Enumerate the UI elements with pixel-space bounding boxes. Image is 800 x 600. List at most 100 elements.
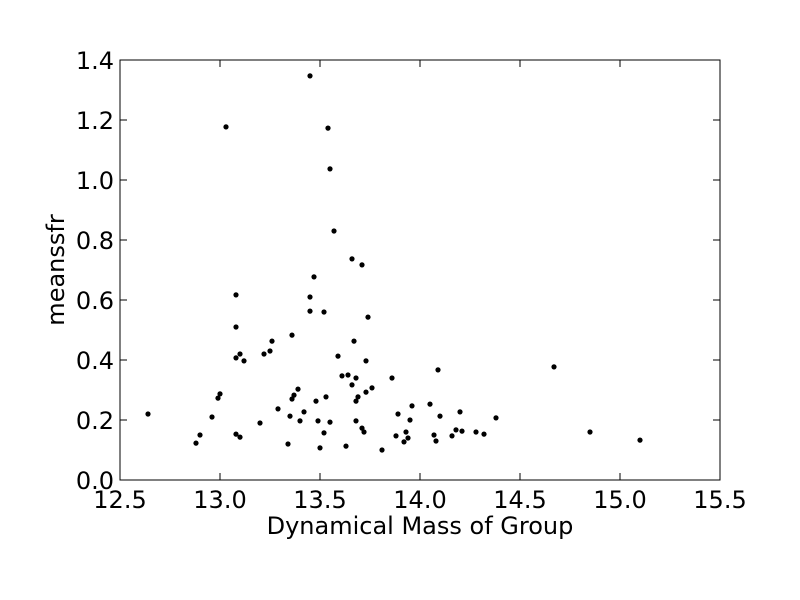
- data-point-37: [325, 125, 331, 131]
- data-point-72: [437, 413, 443, 419]
- data-point-63: [401, 439, 407, 445]
- data-point-57: [365, 314, 371, 320]
- data-point-70: [433, 438, 439, 444]
- data-point-38: [327, 166, 333, 172]
- data-point-19: [285, 441, 291, 447]
- data-point-2: [197, 432, 203, 438]
- x-tick-label: 13.0: [193, 486, 246, 514]
- x-tick-label: 14.5: [493, 486, 546, 514]
- y-tick-label: 1.2: [76, 107, 114, 135]
- data-point-65: [405, 435, 411, 441]
- x-axis-title: Dynamical Mass of Group: [267, 512, 574, 540]
- data-point-80: [551, 364, 557, 370]
- plot-area: [120, 60, 720, 480]
- data-point-52: [359, 262, 365, 268]
- data-point-30: [311, 274, 317, 280]
- y-tick-label: 0.8: [76, 227, 114, 255]
- data-point-27: [307, 73, 313, 79]
- data-point-34: [321, 430, 327, 436]
- data-point-64: [403, 429, 409, 435]
- data-point-4: [215, 395, 221, 401]
- data-point-54: [361, 429, 367, 435]
- data-point-56: [363, 358, 369, 364]
- data-point-8: [233, 324, 239, 330]
- data-point-66: [407, 417, 413, 423]
- data-points: [145, 73, 643, 453]
- data-point-48: [353, 398, 359, 404]
- data-point-59: [379, 447, 385, 453]
- x-tick-labels: 12.5 13.0 13.5 14.0 14.5 15.0 15.5: [93, 486, 746, 514]
- data-point-73: [449, 433, 455, 439]
- data-point-29: [307, 308, 313, 314]
- x-tick-label: 15.0: [593, 486, 646, 514]
- data-point-11: [237, 434, 243, 440]
- data-point-69: [431, 432, 437, 438]
- data-point-58: [369, 385, 375, 391]
- data-point-6: [223, 124, 229, 130]
- data-point-35: [321, 309, 327, 315]
- data-point-21: [289, 332, 295, 338]
- data-point-36: [323, 394, 329, 400]
- data-point-67: [409, 403, 415, 409]
- data-point-50: [353, 375, 359, 381]
- data-point-14: [257, 420, 263, 426]
- data-point-10: [233, 431, 239, 437]
- data-point-44: [345, 372, 351, 378]
- data-point-45: [349, 256, 355, 262]
- x-tick-label: 12.5: [93, 486, 146, 514]
- data-point-7: [233, 292, 239, 298]
- data-point-20: [287, 413, 293, 419]
- data-point-47: [351, 338, 357, 344]
- data-point-24: [295, 386, 301, 392]
- data-point-15: [261, 351, 267, 357]
- data-point-61: [393, 433, 399, 439]
- data-point-5: [217, 391, 223, 397]
- data-point-0: [145, 411, 151, 417]
- data-point-26: [301, 409, 307, 415]
- data-point-76: [459, 428, 465, 434]
- data-point-40: [331, 228, 337, 234]
- data-point-31: [313, 398, 319, 404]
- y-tick-label: 0.6: [76, 287, 114, 315]
- data-point-62: [395, 411, 401, 417]
- data-point-46: [349, 382, 355, 388]
- data-point-18: [275, 406, 281, 412]
- data-point-32: [315, 418, 321, 424]
- data-point-51: [355, 394, 361, 400]
- data-point-28: [307, 294, 313, 300]
- data-point-41: [335, 353, 341, 359]
- data-point-25: [297, 418, 303, 424]
- data-point-1: [193, 440, 199, 446]
- data-point-17: [269, 338, 275, 344]
- data-point-22: [289, 396, 295, 402]
- data-point-75: [457, 409, 463, 415]
- data-point-81: [587, 429, 593, 435]
- y-tick-label: 0.4: [76, 347, 114, 375]
- data-point-9: [233, 355, 239, 361]
- y-tick-label: 0.2: [76, 407, 114, 435]
- data-point-68: [427, 401, 433, 407]
- data-point-53: [359, 425, 365, 431]
- data-point-33: [317, 445, 323, 451]
- y-tick-label: 1.0: [76, 167, 114, 195]
- x-tick-label: 13.5: [293, 486, 346, 514]
- data-point-55: [363, 389, 369, 395]
- data-point-77: [473, 429, 479, 435]
- data-point-79: [493, 415, 499, 421]
- data-point-82: [637, 437, 643, 443]
- data-point-43: [343, 443, 349, 449]
- x-tick-label: 15.5: [693, 486, 746, 514]
- data-point-3: [209, 414, 215, 420]
- y-axis-title: meanssfr: [42, 214, 70, 326]
- data-point-42: [339, 373, 345, 379]
- x-tick-label: 14.0: [393, 486, 446, 514]
- data-point-16: [267, 348, 273, 354]
- data-point-74: [453, 427, 459, 433]
- data-point-13: [241, 358, 247, 364]
- data-point-60: [389, 375, 395, 381]
- data-point-12: [237, 351, 243, 357]
- data-point-49: [353, 418, 359, 424]
- data-point-23: [291, 392, 297, 398]
- data-point-39: [327, 419, 333, 425]
